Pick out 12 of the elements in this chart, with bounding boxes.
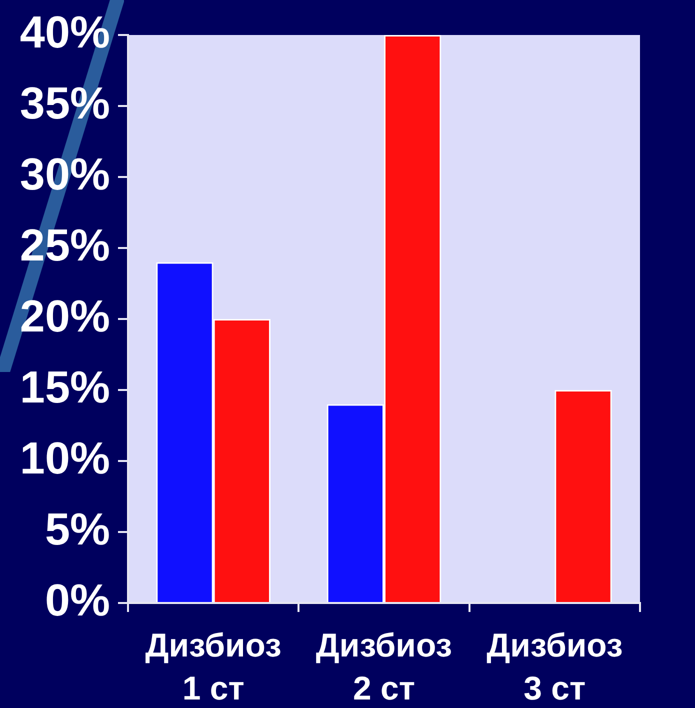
y-tick-label: 0% [44,574,110,626]
y-tick-label: 10% [20,432,110,484]
x-tick-label: Дизбиоз 3 ст [486,626,623,706]
y-tick-label: 20% [20,290,110,342]
x-tick-label: Дизбиоз 2 ст [316,626,452,706]
y-tick-label: 40% [20,6,110,58]
y-tick-label: 25% [20,219,110,270]
y-tick-label: 35% [20,77,110,128]
x-tick-label: Дизбиоз 1 ст [145,626,282,706]
y-tick-label: 15% [20,361,110,412]
y-tick-label: 30% [20,148,110,200]
y-tick-label: 5% [44,503,110,554]
